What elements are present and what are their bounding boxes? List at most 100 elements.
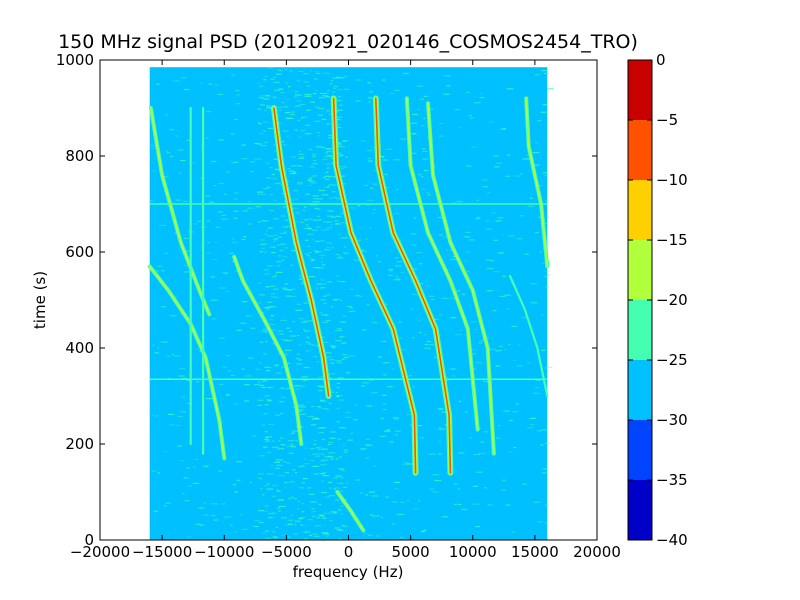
heatmap-speckle [154,415,159,417]
heatmap-speckle [305,193,310,195]
heatmap-speckle [532,392,540,394]
heatmap-speckle [290,295,296,297]
heatmap-speckle [270,167,273,169]
heatmap-speckle [371,495,378,497]
heatmap-speckle [270,296,276,298]
heatmap-speckle [349,207,356,209]
heatmap-speckle [339,456,342,458]
heatmap-speckle [317,427,325,429]
heatmap-speckle [264,95,270,97]
heatmap-speckle [205,137,209,139]
heatmap-speckle [326,242,332,244]
heatmap-speckle [330,224,333,226]
heatmap-speckle [302,209,306,212]
heatmap-speckle [318,189,325,192]
heatmap-speckle [210,276,215,278]
heatmap-speckle [226,171,230,173]
heatmap-speckle [247,357,254,359]
heatmap-speckle [418,500,421,502]
heatmap-speckle [535,142,538,144]
heatmap-speckle [412,113,419,116]
heatmap-speckle [488,121,494,123]
heatmap-speckle [301,376,307,378]
heatmap-speckle [268,400,272,402]
heatmap-speckle [297,165,303,167]
heatmap-speckle [332,512,337,514]
heatmap-speckle [267,127,274,129]
heatmap-speckle [314,78,318,80]
heatmap-speckle [339,77,345,79]
x-tick-label: 15000 [511,543,559,561]
heatmap-speckle [272,536,278,538]
heatmap-speckle [254,142,259,145]
heatmap-speckle [346,411,351,414]
heatmap-speckle [321,314,328,316]
heatmap-speckle [424,334,427,336]
heatmap-speckle [360,140,366,142]
heatmap-speckle [265,505,269,507]
heatmap-speckle [326,123,330,125]
heatmap-speckle [395,487,398,489]
heatmap-speckle [374,515,380,517]
heatmap-speckle [261,386,266,388]
heatmap-speckle [277,499,284,501]
heatmap-speckle [272,512,277,514]
heatmap-speckle [540,111,547,113]
heatmap-speckle [365,238,368,240]
heatmap-speckle [151,414,154,416]
heatmap-speckle [230,524,233,526]
heatmap-speckle [485,220,489,222]
heatmap-speckle [381,340,387,342]
heatmap-speckle [544,175,549,177]
heatmap-speckle [259,294,265,296]
heatmap-speckle [226,394,230,396]
heatmap-speckle [499,295,506,297]
heatmap-speckle [441,516,449,518]
heatmap-speckle [393,279,401,281]
heatmap-speckle [299,103,306,106]
heatmap-speckle [329,197,334,199]
heatmap-speckle [161,270,165,272]
heatmap-speckle [297,303,301,305]
heatmap-speckle [236,94,241,96]
heatmap-speckle [304,538,308,540]
heatmap-speckle [316,517,320,519]
heatmap-speckle [273,240,277,242]
heatmap-speckle [322,95,328,97]
heatmap-speckle [263,510,267,512]
heatmap-speckle [316,361,320,363]
heatmap-speckle [269,209,274,212]
heatmap-speckle [298,409,304,411]
heatmap-speckle [362,382,370,384]
heatmap-speckle [258,85,263,87]
heatmap-speckle [184,500,190,502]
heatmap-speckle [271,178,278,180]
y-tick-label: 0 [84,531,94,549]
heatmap-speckle [234,192,239,194]
heatmap-speckle [266,370,271,372]
doppler-trace [336,491,365,532]
heatmap-speckle [293,524,297,526]
heatmap-speckle [271,252,276,254]
heatmap-speckle [312,163,318,165]
heatmap-speckle [306,350,309,352]
heatmap-speckle [419,283,424,285]
horizontal-artifact-lines [149,203,548,380]
heatmap-speckle [399,536,404,539]
heatmap-speckle [325,496,330,498]
heatmap-speckle [284,68,288,71]
heatmap-speckle [360,492,363,494]
heatmap-speckle [277,330,283,332]
heatmap-speckle [322,264,326,266]
heatmap-speckle [310,460,314,462]
heatmap-speckle [266,399,272,401]
heatmap-speckle [257,191,264,193]
heatmap-speckle [329,437,336,439]
heatmap-speckle [258,384,264,386]
heatmap-speckle [306,233,314,235]
heatmap-speckle [320,399,325,401]
heatmap-speckle [400,271,405,273]
heatmap-speckle [278,88,284,90]
heatmap-speckle [249,481,252,484]
heatmap-speckle [212,258,218,261]
